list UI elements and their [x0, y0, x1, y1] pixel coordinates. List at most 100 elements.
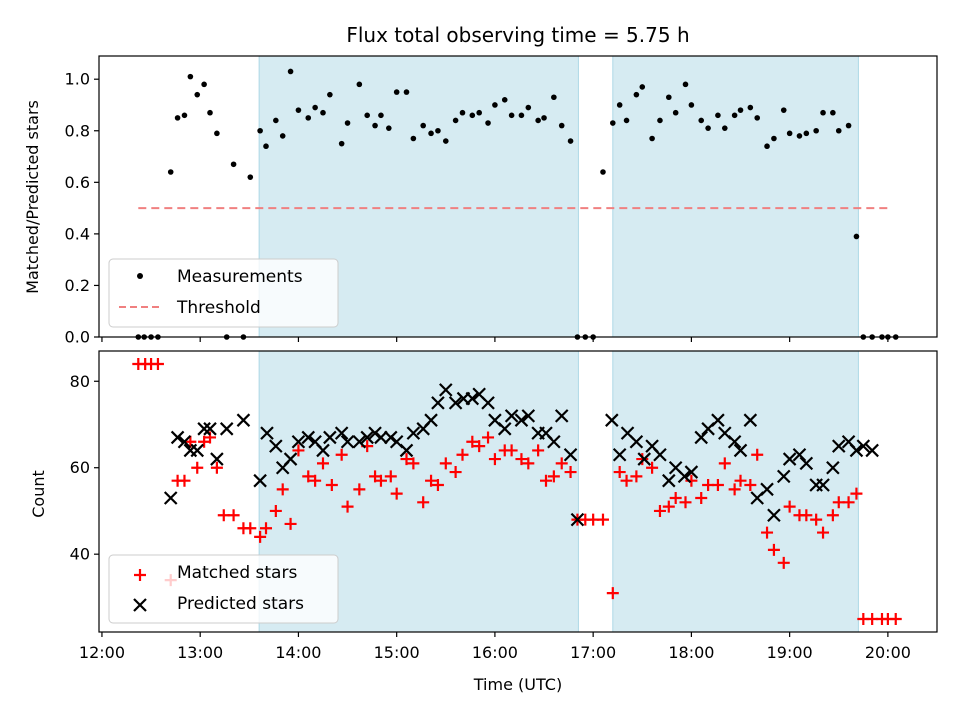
matched-star-point: [620, 474, 633, 487]
matched-star-point: [596, 513, 609, 526]
predicted-star-point: [163, 491, 178, 505]
measurement-point: [616, 102, 623, 108]
matched-star-point: [679, 496, 692, 509]
predicted-star-point: [612, 447, 627, 462]
matched-star-point: [316, 457, 329, 470]
x-tick-label: 12:00: [79, 643, 125, 662]
predicted-star-point: [374, 430, 388, 445]
matched-star-point: [482, 431, 495, 444]
matched-star-point: [547, 470, 560, 483]
predicted-star-point: [236, 413, 251, 427]
matched-star-point: [539, 474, 552, 487]
matched-star-point: [751, 448, 764, 461]
measurement-point: [327, 91, 333, 98]
matched-star-point: [473, 440, 486, 453]
predicted-star-point: [865, 443, 879, 458]
predicted-star-point: [301, 430, 316, 445]
matched-star-point: [695, 491, 708, 504]
predicted-star-point: [190, 443, 205, 458]
matched-star-point: [532, 444, 545, 457]
predicted-star-point: [605, 413, 619, 427]
measurement-point: [492, 102, 498, 108]
y-tick-label: 40: [70, 545, 90, 564]
x-axis-title: Time (UTC): [473, 675, 562, 694]
predicted-star-point: [291, 435, 306, 449]
measurement-point: [666, 94, 672, 101]
predicted-star-point: [406, 426, 421, 440]
predicted-star-point: [283, 452, 298, 466]
matched-star-point: [456, 448, 469, 461]
measurement-point: [320, 109, 326, 116]
measurement-point: [639, 84, 646, 90]
predicted-star-point: [547, 435, 561, 449]
y-tick-label: 80: [70, 372, 90, 391]
measurement-point: [263, 143, 269, 150]
y-tick-label: 0.0: [65, 328, 90, 347]
predicted-star-point: [431, 396, 445, 410]
predicted-star-point: [816, 478, 830, 492]
predicted-star-point: [776, 469, 791, 484]
top-legend-box: [108, 258, 339, 328]
measurement-point: [214, 130, 220, 137]
measurement-point: [508, 112, 515, 119]
measurement-point: [715, 112, 721, 119]
legend-threshold-label: Threshold: [176, 298, 261, 318]
matched-star-point: [767, 543, 780, 556]
matched-star-point: [800, 509, 813, 522]
measurement-point: [835, 127, 842, 134]
measurement-point: [312, 104, 318, 111]
predicted-star-point: [711, 413, 725, 427]
matched-star-point: [400, 453, 413, 466]
matched-star-point: [522, 457, 535, 470]
matched-star-point: [353, 483, 366, 496]
legend-measurements-label: Measurements: [177, 267, 303, 287]
measurement-point: [469, 112, 476, 119]
x-tick-label: 13:00: [177, 643, 223, 662]
measurement-point: [442, 138, 449, 144]
measurement-point: [194, 91, 201, 98]
matched-star-point: [842, 496, 855, 509]
matched-star-point: [292, 444, 305, 457]
matched-star-point: [505, 444, 518, 457]
legend-matched-label: Matched stars: [177, 563, 297, 583]
matched-star-point: [850, 487, 863, 500]
measurement-point: [428, 130, 434, 137]
predicted-star-point: [170, 430, 185, 445]
measurement-point: [201, 81, 207, 88]
measurement-point: [535, 117, 541, 124]
predicted-star-point: [352, 435, 367, 449]
measurement-point: [754, 115, 761, 121]
predicted-star-point: [684, 465, 699, 479]
measurement-point: [230, 161, 237, 168]
measurement-point: [731, 112, 738, 119]
matched-star-point: [325, 479, 338, 492]
legend-predicted-swatch: [133, 598, 147, 612]
predicted-star-point: [662, 473, 676, 488]
measurement-point: [813, 127, 819, 134]
measurement-point: [803, 130, 810, 137]
measurement-point: [410, 135, 417, 142]
predicted-star-point: [521, 409, 536, 423]
predicted-star-point: [210, 452, 224, 466]
measurement-point: [435, 127, 441, 134]
measurement-point: [207, 109, 213, 116]
measurement-point: [257, 127, 263, 134]
predicted-star-point: [424, 413, 438, 427]
matched-star-point: [417, 496, 430, 509]
predicted-star-point: [743, 413, 758, 427]
matched-star-point: [384, 470, 397, 483]
measurement-point: [344, 120, 351, 126]
matched-star-point: [777, 556, 790, 569]
matched-star-point: [374, 474, 387, 487]
predicted-star-point: [733, 443, 748, 458]
matched-star-point: [810, 513, 823, 526]
measurement-point: [295, 107, 302, 113]
matched-star-point: [606, 587, 619, 600]
measurement-point: [247, 174, 254, 180]
measurement-point: [452, 117, 459, 124]
predicted-star-point: [629, 435, 644, 449]
top-plot-frame: [98, 55, 938, 338]
matched-star-point: [744, 479, 757, 492]
predicted-star-point: [856, 439, 871, 453]
measurement-point: [403, 89, 410, 95]
